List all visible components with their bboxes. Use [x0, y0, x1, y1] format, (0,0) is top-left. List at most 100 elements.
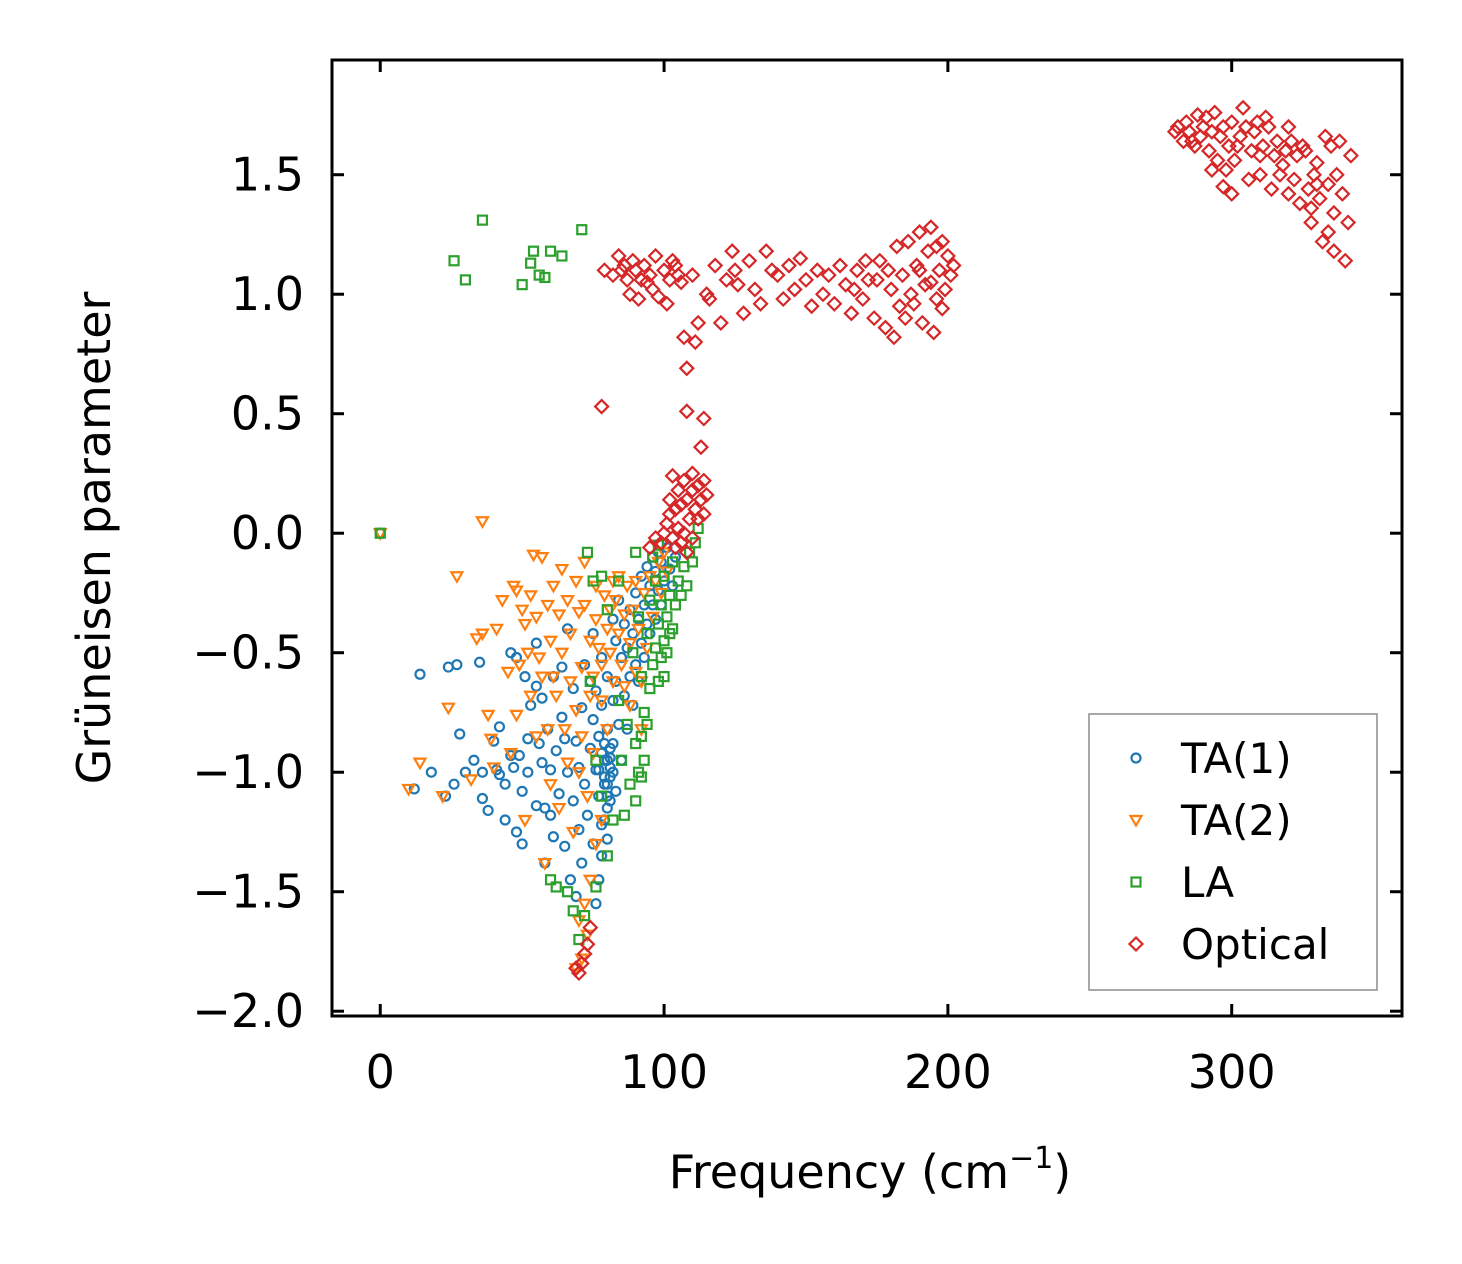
data-point-optical — [931, 262, 948, 279]
data-point-la — [621, 718, 633, 731]
x-axis: 0 100 200 300 — [366, 60, 1276, 1099]
data-point-ta-1 — [610, 785, 622, 797]
data-point-optical — [1235, 99, 1252, 116]
data-point-optical — [769, 267, 786, 284]
data-point-optical — [1169, 118, 1186, 135]
data-point-ta-2 — [489, 623, 505, 637]
data-point-optical — [928, 238, 945, 255]
data-point-optical — [746, 281, 763, 298]
data-point-ta-2 — [528, 731, 544, 745]
data-point-optical — [701, 290, 718, 308]
data-point-la — [641, 718, 653, 731]
data-point-optical — [712, 314, 729, 331]
data-point-optical — [1263, 181, 1280, 198]
data-point-optical — [726, 262, 744, 279]
data-point-ta-2 — [463, 774, 479, 788]
data-point-ta-2 — [591, 642, 607, 656]
data-point-optical — [687, 333, 704, 351]
y-axis: 1.5 1.0 0.5 0.0 −0.5 −1.0 −1.5 −2.0 — [192, 148, 1402, 1038]
data-point-ta-2 — [565, 826, 581, 840]
data-point-optical — [692, 491, 710, 508]
data-point-optical — [826, 295, 843, 312]
data-point-optical — [1198, 109, 1215, 126]
data-point-ta-2 — [548, 690, 564, 704]
data-point-la — [661, 647, 673, 659]
data-point-ta-2 — [531, 652, 547, 666]
data-point-optical — [707, 257, 724, 274]
data-point-optical — [667, 539, 684, 556]
data-point-la — [576, 224, 588, 236]
data-point-optical — [911, 224, 928, 241]
data-point-optical — [1280, 118, 1297, 135]
data-point-optical — [1288, 147, 1306, 164]
data-point-optical — [854, 290, 871, 308]
data-point-optical — [695, 506, 712, 523]
data-point-optical — [902, 286, 920, 303]
data-point-ta-2 — [540, 724, 556, 737]
data-point-optical — [843, 305, 860, 322]
data-point-optical — [667, 501, 684, 518]
data-point-la — [630, 795, 642, 807]
data-point-optical — [900, 233, 917, 250]
data-point-ta-1 — [522, 766, 534, 778]
data-point-ta-1 — [530, 680, 542, 692]
data-point-optical — [939, 247, 956, 265]
data-point-optical — [644, 281, 661, 298]
data-point-optical — [1320, 176, 1337, 193]
data-point-ta-2 — [528, 611, 544, 625]
data-point-ta-1 — [482, 804, 494, 817]
data-point-optical — [752, 295, 769, 312]
data-point-optical — [925, 324, 942, 341]
data-point-optical — [724, 243, 741, 260]
data-point-la — [573, 933, 585, 946]
data-point-la — [539, 271, 551, 284]
data-point-optical — [1203, 123, 1220, 140]
data-point-la — [658, 671, 670, 683]
data-point-ta-2 — [616, 609, 632, 623]
data-point-ta-1 — [641, 561, 653, 573]
data-point-optical — [613, 262, 630, 279]
data-point-ta-1 — [604, 752, 616, 764]
data-point-ta-2 — [543, 779, 558, 792]
data-point-ta-2 — [545, 671, 561, 685]
data-point-ta-2 — [574, 731, 590, 745]
data-point-ta-1 — [596, 651, 608, 664]
data-point-ta-1 — [414, 668, 426, 680]
data-point-optical — [673, 534, 690, 551]
data-point-optical — [880, 262, 897, 279]
x-tick-label: 300 — [1188, 1045, 1276, 1099]
data-point-optical — [1200, 142, 1218, 159]
data-point-optical — [891, 298, 908, 315]
data-point-ta-2 — [551, 802, 567, 816]
data-point-optical — [1311, 190, 1328, 207]
data-point-ta-2 — [580, 791, 595, 804]
data-point-ta-1 — [547, 831, 559, 843]
y-tick-label: −1.0 — [192, 745, 304, 799]
data-point-la — [638, 706, 650, 719]
data-point-ta-1 — [564, 874, 577, 886]
data-point-ta-1 — [425, 766, 437, 778]
data-point-optical — [1328, 166, 1345, 183]
data-point-ta-1 — [536, 692, 548, 704]
data-point-optical — [1308, 176, 1325, 193]
data-point-optical — [729, 276, 746, 293]
data-point-optical — [673, 274, 690, 291]
data-point-ta-2 — [435, 791, 451, 804]
data-point-la — [584, 675, 596, 688]
data-point-ta-2 — [514, 604, 530, 618]
data-point-la — [686, 556, 699, 568]
data-point-optical — [1223, 114, 1240, 131]
data-point-ta-1 — [550, 745, 562, 757]
data-point-ta-2 — [645, 611, 661, 625]
data-point-la — [615, 754, 628, 766]
data-point-la — [590, 754, 602, 766]
data-point-optical — [658, 515, 675, 532]
data-point-optical — [1223, 185, 1240, 202]
data-point-la — [607, 814, 619, 826]
data-point-optical — [1297, 142, 1314, 159]
series-ta-2 — [372, 516, 675, 976]
data-point-optical — [1277, 142, 1294, 159]
y-tick-label: −2.0 — [192, 984, 304, 1038]
data-point-la — [601, 604, 613, 616]
data-point-optical — [866, 310, 883, 327]
